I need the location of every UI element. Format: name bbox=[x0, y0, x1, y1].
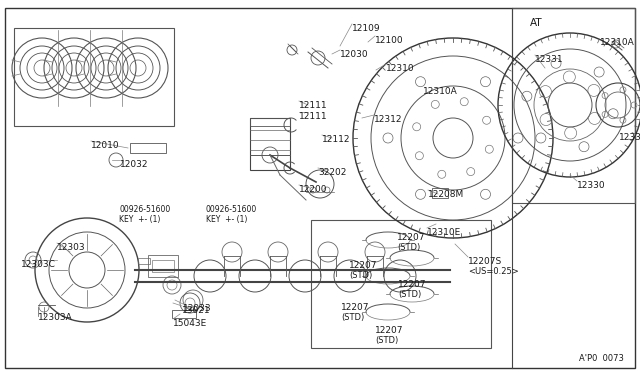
Bar bbox=[250, 118, 290, 126]
Bar bbox=[432, 188, 448, 198]
Text: 13021: 13021 bbox=[182, 306, 211, 315]
Text: 12303C: 12303C bbox=[21, 260, 56, 269]
Text: 12312: 12312 bbox=[374, 115, 403, 124]
Text: 12303A: 12303A bbox=[38, 313, 73, 322]
Text: 12207: 12207 bbox=[341, 303, 369, 312]
Text: 00926-51600: 00926-51600 bbox=[206, 205, 257, 214]
Text: 12303: 12303 bbox=[57, 243, 86, 252]
Text: (STD): (STD) bbox=[375, 336, 398, 345]
Text: 12330: 12330 bbox=[577, 181, 605, 190]
Text: 15043E: 15043E bbox=[173, 319, 207, 328]
Bar bbox=[311, 220, 491, 348]
Text: (STD): (STD) bbox=[341, 313, 364, 322]
Text: KEY  +- (1): KEY +- (1) bbox=[206, 215, 248, 224]
Bar bbox=[152, 260, 174, 272]
Bar bbox=[148, 255, 178, 277]
Text: 12207: 12207 bbox=[375, 326, 403, 335]
Text: 12111: 12111 bbox=[299, 101, 328, 110]
Text: 12100: 12100 bbox=[375, 36, 404, 45]
Text: AT: AT bbox=[530, 18, 543, 28]
Text: 12207: 12207 bbox=[398, 280, 426, 289]
Text: 12033: 12033 bbox=[183, 304, 212, 313]
Bar bbox=[512, 8, 635, 203]
Text: 12111: 12111 bbox=[299, 112, 328, 121]
Text: 12109: 12109 bbox=[352, 24, 381, 33]
Text: 12010: 12010 bbox=[91, 141, 120, 150]
Text: 12207S: 12207S bbox=[468, 257, 502, 266]
Text: 00926-51600: 00926-51600 bbox=[119, 205, 170, 214]
Text: (STD): (STD) bbox=[397, 243, 420, 252]
Bar bbox=[138, 258, 150, 264]
Text: 12310A: 12310A bbox=[600, 38, 635, 47]
Text: 12207: 12207 bbox=[397, 233, 426, 242]
Text: 12208M: 12208M bbox=[428, 190, 464, 199]
Text: 12310E: 12310E bbox=[427, 228, 461, 237]
Text: (STD): (STD) bbox=[349, 271, 372, 280]
Text: 12030: 12030 bbox=[340, 50, 369, 59]
Bar bbox=[250, 118, 290, 170]
Text: 12333: 12333 bbox=[619, 133, 640, 142]
Bar bbox=[172, 310, 196, 318]
Text: 32202: 32202 bbox=[318, 168, 346, 177]
Bar bbox=[14, 28, 174, 126]
Text: 12310: 12310 bbox=[386, 64, 415, 73]
Text: 12207: 12207 bbox=[349, 261, 378, 270]
Text: <US=0.25>: <US=0.25> bbox=[468, 267, 519, 276]
Text: (STD): (STD) bbox=[398, 290, 421, 299]
Text: 12200: 12200 bbox=[299, 185, 328, 194]
Text: 12112: 12112 bbox=[322, 135, 351, 144]
Text: 12331: 12331 bbox=[535, 55, 564, 64]
Text: 12032: 12032 bbox=[120, 160, 148, 169]
Text: 12310A: 12310A bbox=[423, 87, 458, 96]
Bar bbox=[130, 143, 166, 153]
Text: A'P0  0073: A'P0 0073 bbox=[579, 354, 624, 363]
Text: KEY  +- (1): KEY +- (1) bbox=[119, 215, 161, 224]
